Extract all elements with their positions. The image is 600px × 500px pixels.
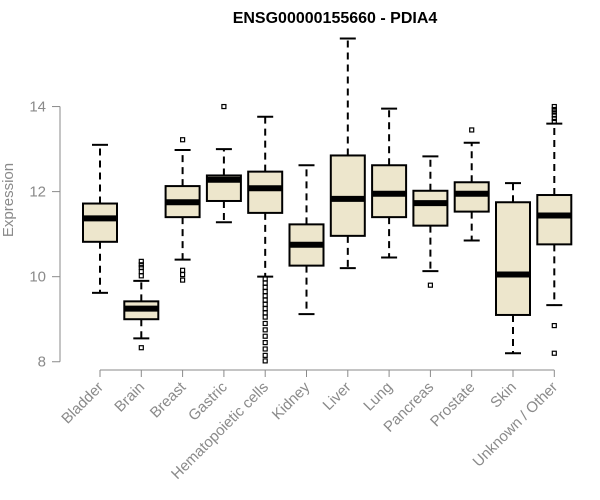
iqr-box: [82, 202, 118, 243]
outlier-point: [262, 340, 268, 346]
box-gastric: [205, 103, 242, 224]
box-liver: [329, 37, 366, 270]
outlier-point: [138, 345, 144, 351]
outlier-point: [551, 103, 557, 110]
box-kidney: [288, 164, 325, 316]
iqr-box: [495, 201, 531, 316]
x-tick-label: Kidney: [269, 378, 314, 423]
x-tick-label: Lung: [360, 379, 396, 415]
outlier-point: [262, 320, 268, 327]
iqr-box: [412, 189, 449, 227]
outlier-point: [551, 350, 557, 356]
outlier-point: [138, 258, 144, 264]
outlier-point: [180, 271, 186, 278]
outlier-point: [138, 273, 144, 279]
outlier-point: [427, 282, 433, 288]
x-tick-label: Skin: [487, 379, 520, 412]
outlier-point: [262, 352, 268, 358]
outlier-point: [221, 103, 227, 110]
outlier-point: [262, 346, 268, 352]
outlier-point: [262, 333, 268, 339]
outlier-point: [262, 288, 268, 295]
outlier-point: [262, 314, 268, 320]
iqr-box: [453, 181, 490, 213]
iqr-box: [329, 154, 366, 237]
box-hematopoietic-cells: [247, 115, 284, 364]
y-tick-label: 12: [29, 184, 46, 201]
box-pancreas: [412, 155, 449, 288]
box-prostate: [453, 127, 490, 242]
box-brain: [123, 258, 160, 351]
y-axis: 8 10 12 14: [29, 99, 61, 371]
outlier-point: [262, 293, 268, 299]
iqr-box: [247, 170, 284, 214]
x-tick-label: Brain: [111, 379, 148, 416]
x-tick-label: Prostate: [427, 379, 479, 431]
y-tick-label: 10: [29, 269, 46, 286]
outlier-point: [551, 106, 557, 113]
iqr-box: [536, 194, 573, 246]
boxes-group: [82, 37, 573, 364]
y-tick-label: 8: [38, 354, 46, 371]
box-breast: [164, 137, 201, 283]
outlier-point: [180, 137, 186, 143]
box-skin: [495, 182, 531, 355]
outlier-point: [262, 276, 268, 282]
outlier-point: [551, 112, 557, 118]
box-lung: [371, 107, 408, 259]
outlier-point: [551, 322, 557, 329]
outlier-point: [262, 280, 268, 286]
x-tick-label: Bladder: [58, 379, 107, 428]
chart-title: ENSG00000155660 - PDIA4: [233, 10, 438, 27]
outlier-point: [180, 277, 186, 283]
outlier-point: [262, 297, 268, 303]
y-axis-label: Expression: [0, 163, 17, 237]
outlier-point: [262, 305, 268, 312]
outlier-point: [262, 358, 268, 364]
outlier-point: [262, 327, 268, 333]
x-tick-label: Liver: [320, 379, 355, 414]
outlier-point: [262, 301, 268, 307]
outlier-point: [180, 267, 186, 273]
outlier-point: [262, 310, 268, 316]
box-bladder: [82, 143, 118, 294]
outlier-point: [138, 268, 144, 275]
box-unknown-other: [536, 103, 573, 356]
outlier-point: [551, 118, 557, 125]
outlier-point: [469, 127, 475, 133]
x-tick-label: Breast: [147, 378, 190, 421]
y-tick-label: 14: [29, 99, 46, 116]
outlier-point: [262, 284, 268, 290]
